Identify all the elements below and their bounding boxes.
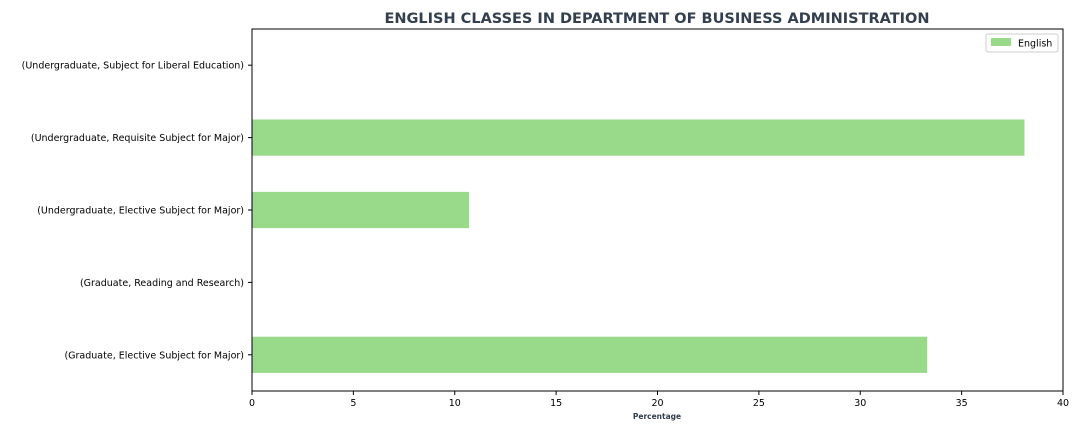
category-label: (Undergraduate, Elective Subject for Maj…: [37, 206, 244, 217]
category-label: (Graduate, Elective Subject for Major): [64, 350, 244, 361]
bar: [252, 336, 928, 373]
bar: [252, 119, 1025, 156]
x-tick-label: 15: [550, 398, 562, 409]
category-label: (Undergraduate, Subject for Liberal Educ…: [22, 61, 244, 72]
legend-label: English: [1018, 39, 1052, 50]
x-tick-label: 40: [1057, 398, 1069, 409]
x-tick-label: 25: [753, 398, 765, 409]
x-tick-label: 30: [854, 398, 866, 409]
x-axis: 0 5 10 15 20 25 30 35 40: [249, 391, 1069, 409]
y-axis: (Undergraduate, Subject for Liberal Educ…: [22, 61, 252, 361]
category-label: (Graduate, Reading and Research): [80, 278, 244, 289]
x-tick-label: 5: [350, 398, 356, 409]
legend-swatch: [991, 38, 1011, 46]
bars-layer: [252, 119, 1025, 373]
x-axis-label: Percentage: [633, 412, 681, 421]
legend: English: [985, 33, 1059, 53]
bar: [252, 191, 469, 229]
x-tick-label: 35: [956, 398, 968, 409]
x-tick-label: 10: [449, 398, 461, 409]
x-tick-label: 20: [651, 398, 663, 409]
x-tick-label: 0: [249, 398, 255, 409]
category-label: (Undergraduate, Requisite Subject for Ma…: [31, 133, 244, 144]
chart-title: ENGLISH CLASSES IN DEPARTMENT OF BUSINES…: [384, 11, 929, 27]
